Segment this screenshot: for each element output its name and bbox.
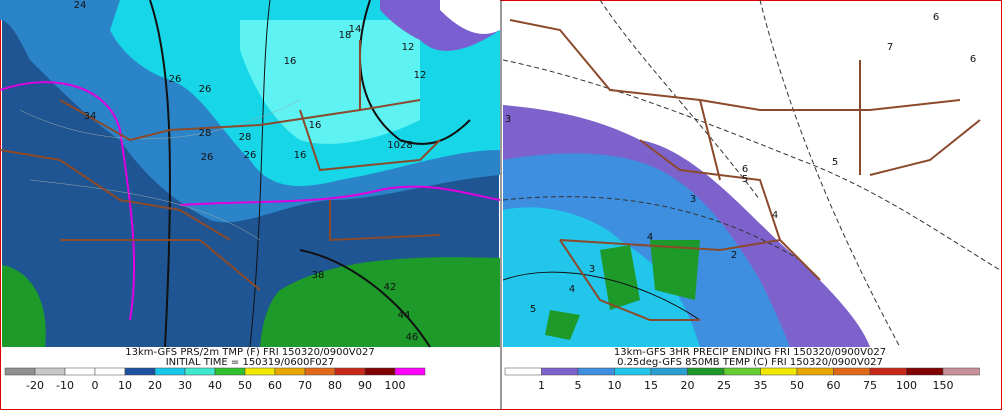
colorbar-swatch	[650, 367, 688, 376]
colorbar-swatch	[34, 367, 66, 376]
contour-label: 42	[384, 282, 397, 293]
contour-label: 4	[569, 284, 575, 295]
contour-label: 14	[349, 24, 362, 35]
colorbar-label: 15	[644, 379, 658, 392]
colorbar-swatch	[334, 367, 366, 376]
colorbar-swatch	[364, 367, 396, 376]
contour-label: 1028	[387, 140, 412, 151]
colorbar-label: -20	[26, 379, 44, 392]
colorbar-label: 0	[92, 379, 99, 392]
contour-label: 3	[690, 194, 696, 205]
contour-label: 26	[244, 150, 257, 161]
colorbar-label: 30	[178, 379, 192, 392]
contour-label: 16	[284, 56, 297, 67]
colorbar-swatch	[541, 367, 579, 376]
colorbar-swatch	[723, 367, 761, 376]
colorbar-swatch	[869, 367, 907, 376]
colorbar-label: 25	[717, 379, 731, 392]
colorbar-label: -10	[56, 379, 74, 392]
contour-label: 26	[199, 84, 212, 95]
colorbar-swatch	[124, 367, 156, 376]
colorbar-swatch	[577, 367, 615, 376]
colorbar-label: 100	[385, 379, 406, 392]
colorbars: -20 -10 0 10 20 30 40 50 60 70 80 90 100 1 5 10 15 20 25 35…	[4, 367, 980, 392]
colorbar-swatch	[184, 367, 216, 376]
contour-label: 12	[402, 42, 415, 53]
colorbar-label: 5	[575, 379, 582, 392]
contour-label: 6	[933, 12, 939, 23]
colorbar-label: 70	[298, 379, 312, 392]
contour-label: 12	[414, 70, 427, 81]
left-map: 24 26 26 28 28 34 16 16 18 16 12 12 14 2…	[0, 0, 501, 348]
colorbar-label: 80	[328, 379, 342, 392]
colorbar-swatch	[504, 367, 542, 376]
contour-label: 4	[647, 232, 653, 243]
colorbar-label: 1	[538, 379, 545, 392]
contour-label: 24	[74, 0, 87, 11]
colorbar-label: 40	[208, 379, 222, 392]
colorbar-swatch	[687, 367, 725, 376]
contour-label: 5	[742, 174, 748, 185]
colorbar-swatch	[304, 367, 336, 376]
colorbar-label: 20	[681, 379, 695, 392]
caption: 13km-GFS 3HR PRECIP ENDING FRI 150320/09…	[614, 347, 886, 358]
contour-label: 4	[772, 210, 778, 221]
colorbar-label: 20	[148, 379, 162, 392]
caption: INITIAL TIME = 150319/0600F027	[166, 357, 335, 368]
contour-label: 28	[199, 128, 212, 139]
contour-label: 26	[201, 152, 214, 163]
colorbar-label: 150	[933, 379, 954, 392]
contour-label: 6	[970, 54, 976, 65]
colorbar-label: 50	[790, 379, 804, 392]
right-map: 3 3 4 5 6 5 4 2 5 6 7 6 3 4	[502, 0, 1001, 348]
colorbar-label: 10	[118, 379, 132, 392]
colorbar-swatch	[4, 367, 36, 376]
colorbar-swatch	[906, 367, 944, 376]
contour-label: 5	[530, 304, 536, 315]
colorbar-label: 90	[358, 379, 372, 392]
colorbar-label: 75	[863, 379, 877, 392]
colorbar-swatch	[614, 367, 652, 376]
contour-label: 16	[309, 120, 322, 131]
contour-label: 38	[312, 270, 325, 281]
colorbar-swatch	[394, 367, 426, 376]
colorbar-swatch	[942, 367, 980, 376]
colorbar-swatch	[796, 367, 834, 376]
colorbar-label: 60	[827, 379, 841, 392]
colorbar-swatch	[274, 367, 306, 376]
colorbar-swatch	[154, 367, 186, 376]
colorbar-label: 100	[896, 379, 917, 392]
colorbar-swatch	[244, 367, 276, 376]
contour-label: 44	[398, 310, 411, 321]
contour-label: 5	[832, 157, 838, 168]
contour-label: 46	[406, 332, 419, 343]
contour-label: 7	[887, 42, 893, 53]
contour-label: 34	[84, 111, 97, 122]
colorbar-label: 10	[608, 379, 622, 392]
colorbar-swatch	[214, 367, 246, 376]
colorbar-label: 50	[238, 379, 252, 392]
contour-label: 2	[731, 250, 737, 261]
caption: 13km-GFS PRS/2m TMP (F) FRI 150320/0900V…	[125, 347, 375, 358]
caption: 0.25deg-GFS 850MB TEMP (C) FRI 150320/09…	[617, 357, 883, 368]
contour-label: 26	[169, 74, 182, 85]
contour-label: 3	[589, 264, 595, 275]
contour-label: 6	[742, 164, 748, 175]
contour-label: 16	[294, 150, 307, 161]
colorbar-swatch	[64, 367, 96, 376]
colorbar-swatch	[94, 367, 126, 376]
colorbar-swatch	[833, 367, 871, 376]
contour-label: 3	[505, 114, 511, 125]
colorbar-label: 60	[268, 379, 282, 392]
contour-label: 18	[339, 30, 352, 41]
colorbar-swatch	[760, 367, 798, 376]
contour-label: 28	[239, 132, 252, 143]
colorbar-label: 35	[754, 379, 768, 392]
